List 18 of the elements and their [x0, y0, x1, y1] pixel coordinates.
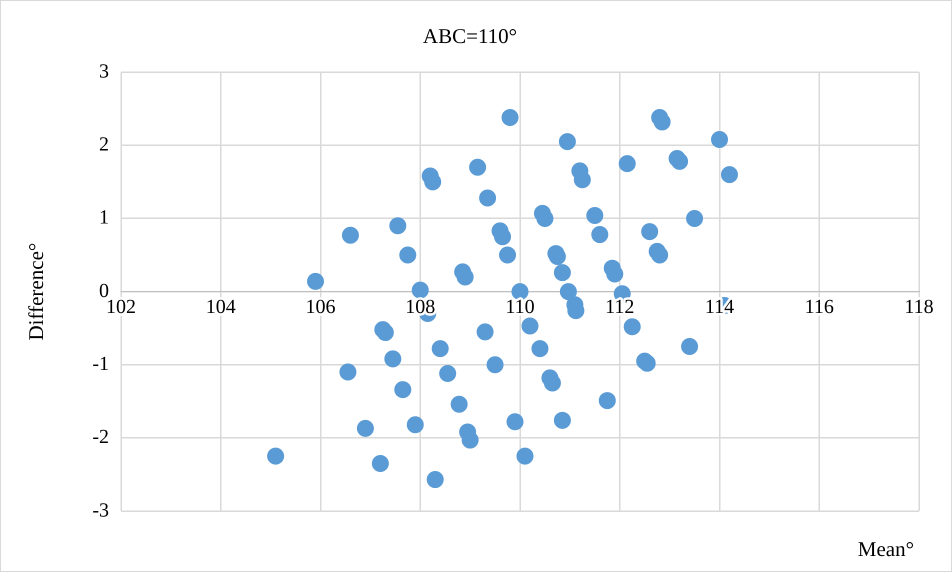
- x-tick-label: 108: [405, 296, 436, 318]
- x-tick-label: 110: [505, 296, 535, 318]
- y-tick-label: 2: [99, 134, 109, 156]
- x-axis-title: Mean°: [858, 537, 914, 562]
- x-tick-label: 102: [106, 296, 136, 318]
- x-tick-label: 106: [306, 296, 336, 318]
- y-tick-label: 3: [99, 60, 109, 82]
- y-tick-label: -2: [92, 426, 109, 448]
- x-tick-label: 112: [605, 296, 634, 318]
- y-tick-label: -3: [92, 499, 109, 522]
- y-tick-label: -1: [92, 352, 109, 375]
- x-tick-label: 116: [804, 296, 834, 318]
- x-tick-label: 118: [904, 296, 934, 318]
- y-axis-title: Difference°: [24, 242, 48, 340]
- y-tick-label: 0: [99, 280, 109, 302]
- y-tick-label: 1: [99, 206, 109, 229]
- x-tick-label: 104: [206, 296, 236, 318]
- chart-title: ABC=110°: [422, 24, 518, 48]
